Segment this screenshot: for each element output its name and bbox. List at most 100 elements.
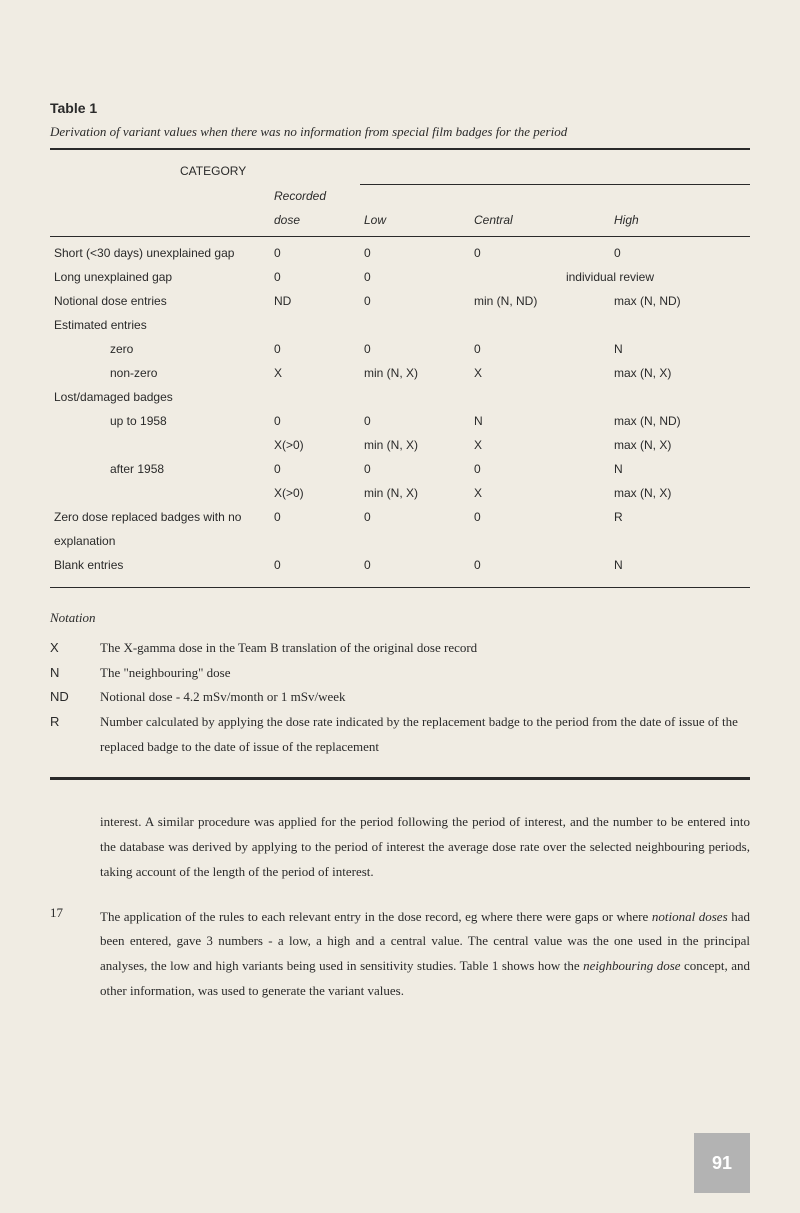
cell-low: 0 <box>360 553 470 577</box>
table-row: X(>0)min (N, X)Xmax (N, X) <box>50 433 750 457</box>
cell-central: individual review <box>470 265 750 289</box>
cell-category: Notional dose entries <box>50 289 270 313</box>
col-dose: dose <box>270 208 360 232</box>
table-row: after 1958000N <box>50 457 750 481</box>
table-row: explanation <box>50 529 750 553</box>
cell-low: min (N, X) <box>360 481 470 505</box>
table-label: Table 1 <box>50 100 750 116</box>
cell-low: 0 <box>360 265 470 289</box>
cell-category <box>50 433 270 457</box>
cell-high: N <box>610 337 750 361</box>
table-row: Long unexplained gap00individual review <box>50 265 750 289</box>
paragraph-text: The application of the rules to each rel… <box>100 905 750 1004</box>
cell-recorded: 0 <box>270 241 360 265</box>
cell-low <box>360 313 470 337</box>
cell-recorded <box>270 313 360 337</box>
cell-low: 0 <box>360 337 470 361</box>
body-text: interest. A similar procedure was applie… <box>50 810 750 1003</box>
paragraph-block: interest. A similar procedure was applie… <box>50 810 750 884</box>
table-row: Blank entries000N <box>50 553 750 577</box>
notation-item: XThe X-gamma dose in the Team B translat… <box>50 636 750 661</box>
cell-central: X <box>470 433 610 457</box>
cell-category: up to 1958 <box>50 409 270 433</box>
cell-central: X <box>470 361 610 385</box>
notation-symbol: X <box>50 636 100 661</box>
notation-symbol: N <box>50 661 100 686</box>
header-row-1: Recorded <box>50 184 750 208</box>
notation-symbol: R <box>50 710 100 759</box>
notation-text: The "neighbouring" dose <box>100 661 750 686</box>
cell-high: N <box>610 553 750 577</box>
cell-low: min (N, X) <box>360 361 470 385</box>
cell-recorded: X(>0) <box>270 481 360 505</box>
cell-low: 0 <box>360 241 470 265</box>
cell-category: non-zero <box>50 361 270 385</box>
col-central: Central <box>470 208 610 232</box>
cell-recorded: ND <box>270 289 360 313</box>
cell-recorded <box>270 385 360 409</box>
cell-central: 0 <box>470 505 610 529</box>
cell-high <box>610 313 750 337</box>
table-row: Zero dose replaced badges with no000R <box>50 505 750 529</box>
notation-symbol: ND <box>50 685 100 710</box>
cell-central: N <box>470 409 610 433</box>
notation-list: XThe X-gamma dose in the Team B translat… <box>50 636 750 759</box>
page-number: 91 <box>694 1133 750 1193</box>
cell-central <box>470 529 610 553</box>
cell-high: max (N, ND) <box>610 289 750 313</box>
cell-central: 0 <box>470 553 610 577</box>
cell-recorded: 0 <box>270 409 360 433</box>
cell-recorded: X <box>270 361 360 385</box>
cell-central <box>470 385 610 409</box>
cell-low: 0 <box>360 289 470 313</box>
table-row: non-zeroXmin (N, X)Xmax (N, X) <box>50 361 750 385</box>
notation-item: NDNotional dose - 4.2 mSv/month or 1 mSv… <box>50 685 750 710</box>
cell-high: max (N, X) <box>610 361 750 385</box>
table-row: Lost/damaged badges <box>50 385 750 409</box>
cell-low <box>360 529 470 553</box>
cell-category: explanation <box>50 529 270 553</box>
cell-category: Long unexplained gap <box>50 265 270 289</box>
cell-category <box>50 481 270 505</box>
cell-recorded: 0 <box>270 505 360 529</box>
table-row: Estimated entries <box>50 313 750 337</box>
table-row: X(>0)min (N, X)Xmax (N, X) <box>50 481 750 505</box>
notation-text: Number calculated by applying the dose r… <box>100 710 750 759</box>
cell-high: R <box>610 505 750 529</box>
rule-top <box>50 148 750 150</box>
cell-category: Blank entries <box>50 553 270 577</box>
cell-central <box>470 313 610 337</box>
cell-high <box>610 385 750 409</box>
paragraph-number <box>50 810 100 884</box>
notation-item: NThe "neighbouring" dose <box>50 661 750 686</box>
cell-central: 0 <box>470 337 610 361</box>
table-row: up to 195800Nmax (N, ND) <box>50 409 750 433</box>
cell-category: zero <box>50 337 270 361</box>
cell-high: max (N, ND) <box>610 409 750 433</box>
notation-item: RNumber calculated by applying the dose … <box>50 710 750 759</box>
cell-central: min (N, ND) <box>470 289 610 313</box>
cell-low <box>360 385 470 409</box>
rule-bottom <box>50 587 750 588</box>
data-table: Recorded dose Low Central High Short (<3… <box>50 184 750 577</box>
table-row: Short (<30 days) unexplained gap0000 <box>50 241 750 265</box>
category-header: CATEGORY <box>180 164 750 178</box>
paragraph-text: interest. A similar procedure was applie… <box>100 810 750 884</box>
cell-low: 0 <box>360 409 470 433</box>
table-caption: Derivation of variant values when there … <box>50 124 750 140</box>
table-body: Short (<30 days) unexplained gap0000Long… <box>50 241 750 577</box>
notation-text: The X-gamma dose in the Team B translati… <box>100 636 750 661</box>
table-row: Notional dose entriesND0min (N, ND)max (… <box>50 289 750 313</box>
notation-title: Notation <box>50 610 750 626</box>
cell-recorded: 0 <box>270 553 360 577</box>
cell-high: 0 <box>610 241 750 265</box>
cell-category: Zero dose replaced badges with no <box>50 505 270 529</box>
cell-high: max (N, X) <box>610 481 750 505</box>
paragraph-block: 17The application of the rules to each r… <box>50 905 750 1004</box>
rule-heavy <box>50 777 750 780</box>
cell-recorded: 0 <box>270 265 360 289</box>
page: Table 1 Derivation of variant values whe… <box>0 0 800 1213</box>
header-rule <box>50 236 750 237</box>
cell-high <box>610 529 750 553</box>
cell-category: Estimated entries <box>50 313 270 337</box>
